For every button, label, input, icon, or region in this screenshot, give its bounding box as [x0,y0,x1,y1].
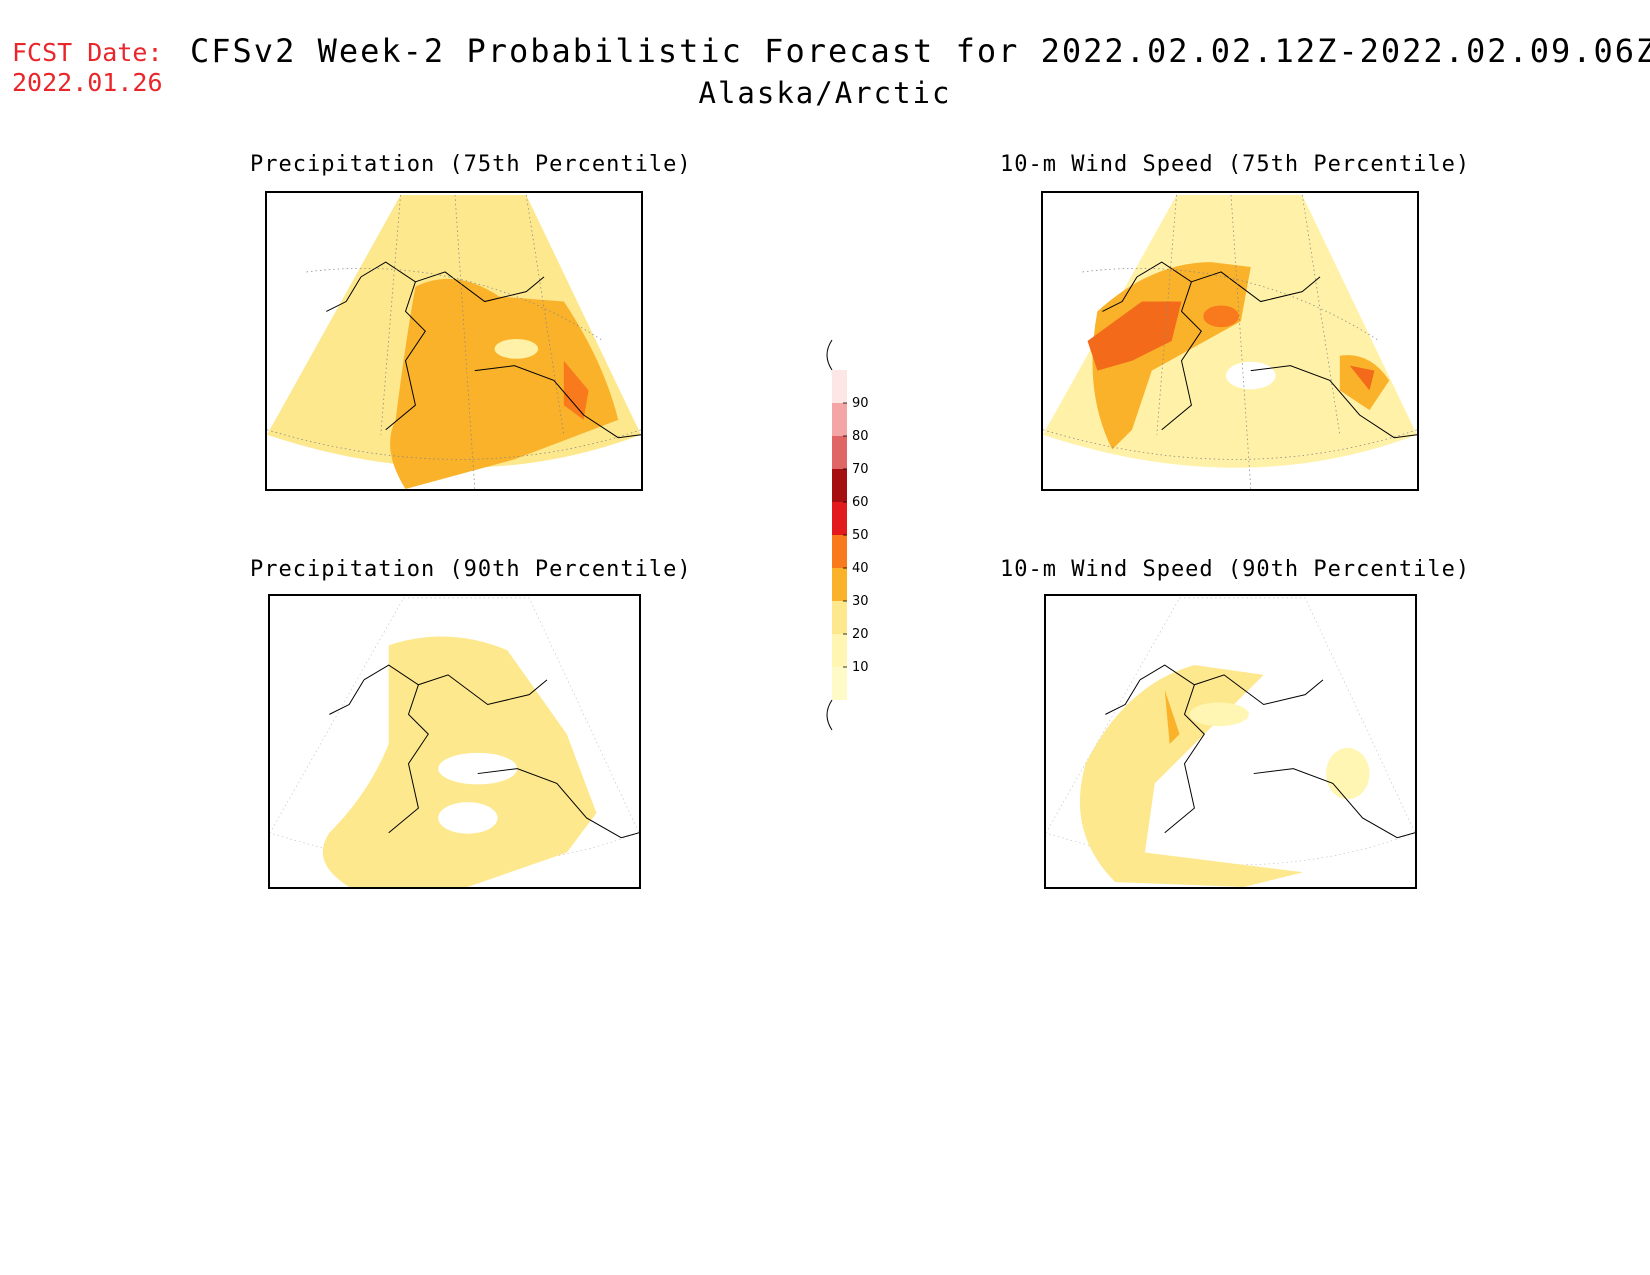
colorbar-band [832,502,847,535]
map-wind-75 [1041,191,1419,491]
colorbar-tick-label: 20 [852,627,869,642]
colorbar-tick-label: 60 [852,495,869,510]
colorbar-band [832,601,847,634]
panel-title-wind-75: 10-m Wind Speed (75th Percentile) [1000,152,1471,177]
colorbar-band [832,403,847,436]
panel-title-precip-75: Precipitation (75th Percentile) [250,152,692,177]
panel-title-wind-90: 10-m Wind Speed (90th Percentile) [1000,557,1471,582]
colorbar-tick-label: 10 [852,660,869,675]
colorbar-tick-label: 80 [852,429,869,444]
colorbar-band [832,469,847,502]
colorbar-tick-label: 40 [852,561,869,576]
colorbar-band [832,568,847,601]
map-precip-75 [265,191,643,491]
colorbar-band [832,535,847,568]
colorbar-band [832,667,847,700]
colorbar-legend: 10 20 30 40 50 60 70 80 90 [826,339,869,731]
colorbar-tick-label: 30 [852,594,869,609]
colorbar-tick-label: 70 [852,462,869,477]
map-precip-90 [268,594,641,889]
colorbar-band [832,634,847,667]
map-wind-90 [1044,594,1417,889]
colorbar-band [832,436,847,469]
colorbar-tick-label: 50 [852,528,869,543]
forecast-date-label: FCST Date: 2022.01.26 [12,38,163,97]
region-subtitle: Alaska/Arctic [698,76,952,110]
page-title: CFSv2 Week-2 Probabilistic Forecast for … [190,32,1650,70]
colorbar-band [832,370,847,403]
colorbar-tick-label: 90 [852,396,869,411]
panel-title-precip-90: Precipitation (90th Percentile) [250,557,692,582]
